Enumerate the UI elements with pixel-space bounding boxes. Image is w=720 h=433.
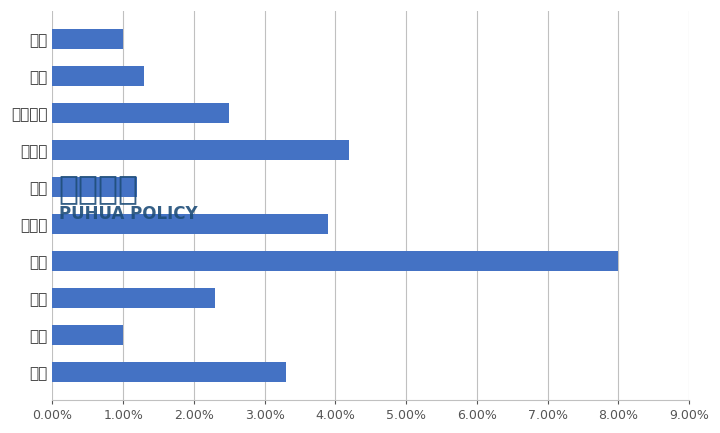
- Bar: [53, 288, 215, 308]
- Bar: [53, 66, 145, 86]
- Text: 普华有策: 普华有策: [59, 172, 139, 206]
- Bar: [53, 103, 229, 123]
- Bar: [53, 362, 286, 382]
- Bar: [53, 177, 138, 197]
- Bar: [53, 29, 123, 49]
- Bar: [53, 140, 349, 160]
- Text: PUHUA POLICY: PUHUA POLICY: [59, 206, 197, 223]
- Bar: [53, 251, 618, 271]
- Bar: [53, 325, 123, 345]
- Bar: [53, 214, 328, 234]
